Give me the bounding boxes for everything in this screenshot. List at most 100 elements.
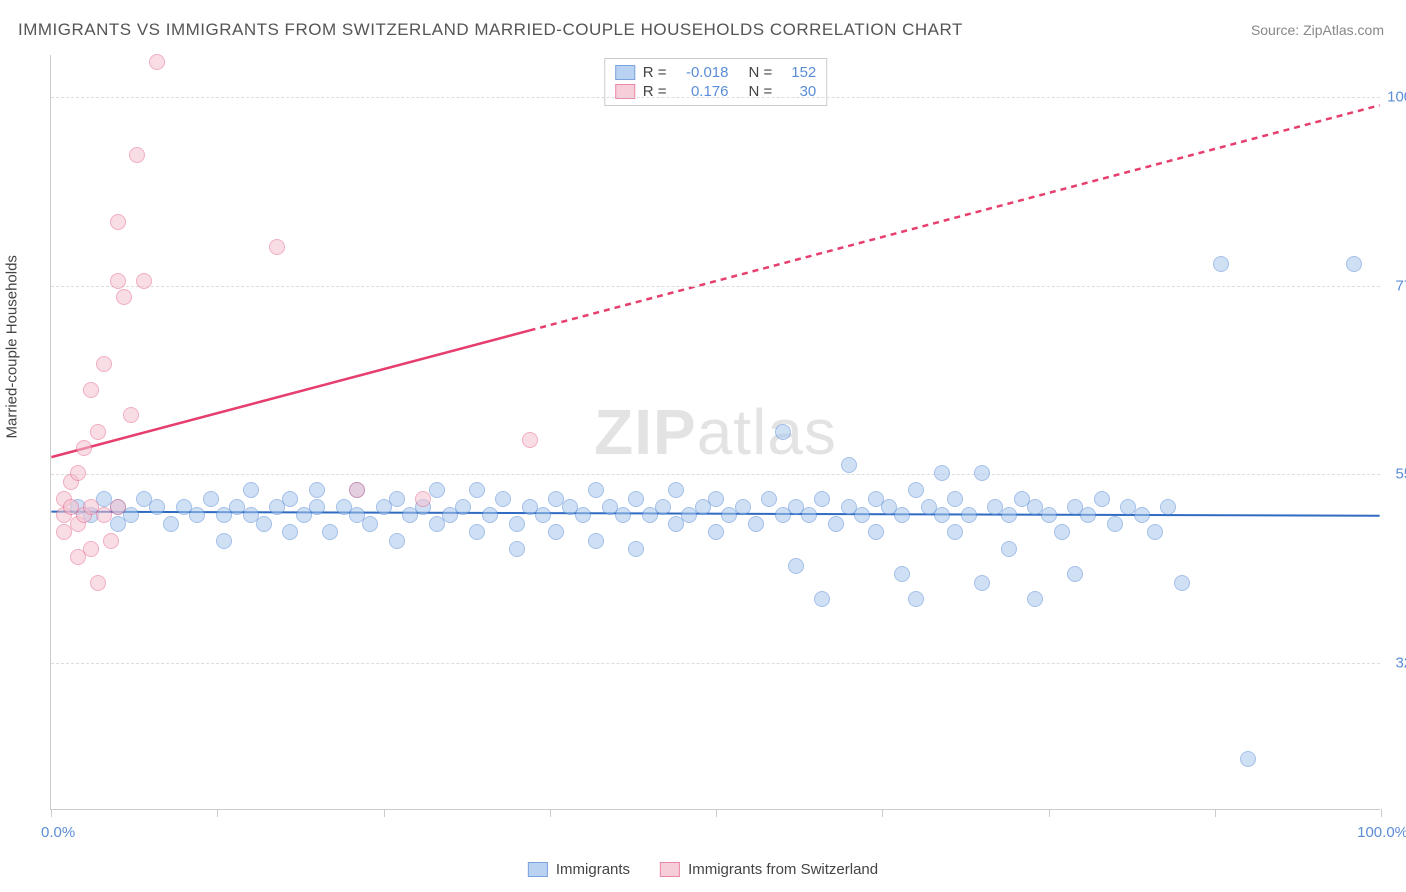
scatter-point	[123, 407, 139, 423]
scatter-point	[455, 499, 471, 515]
scatter-point	[1041, 507, 1057, 523]
scatter-point	[908, 482, 924, 498]
scatter-point	[1107, 516, 1123, 532]
scatter-point	[309, 499, 325, 515]
scatter-point	[103, 533, 119, 549]
scatter-point	[974, 575, 990, 591]
scatter-point	[282, 491, 298, 507]
scatter-point	[469, 482, 485, 498]
scatter-point	[1094, 491, 1110, 507]
scatter-point	[748, 516, 764, 532]
scatter-point	[149, 54, 165, 70]
scatter-point	[96, 356, 112, 372]
scatter-point	[309, 482, 325, 498]
scatter-point	[110, 214, 126, 230]
scatter-point	[482, 507, 498, 523]
n-label: N =	[749, 64, 773, 81]
scatter-point	[588, 533, 604, 549]
scatter-point	[389, 491, 405, 507]
scatter-point	[908, 591, 924, 607]
legend-stats-row: R =0.176N =30	[615, 82, 817, 101]
scatter-point	[1001, 541, 1017, 557]
xtick-label: 100.0%	[1357, 824, 1406, 841]
chart-title: IMMIGRANTS VS IMMIGRANTS FROM SWITZERLAN…	[18, 20, 963, 40]
scatter-point	[575, 507, 591, 523]
scatter-point	[116, 289, 132, 305]
gridline	[51, 474, 1380, 475]
legend-swatch	[660, 862, 680, 877]
xtick	[550, 809, 551, 817]
scatter-point	[535, 507, 551, 523]
scatter-point	[1027, 591, 1043, 607]
y-axis-label: Married-couple Households	[4, 255, 21, 438]
xtick-label: 0.0%	[41, 824, 75, 841]
scatter-point	[1213, 256, 1229, 272]
scatter-point	[90, 575, 106, 591]
scatter-point	[123, 507, 139, 523]
scatter-point	[495, 491, 511, 507]
xtick	[1215, 809, 1216, 817]
scatter-point	[1080, 507, 1096, 523]
scatter-point	[269, 239, 285, 255]
watermark-bold: ZIP	[594, 396, 697, 468]
scatter-point	[934, 465, 950, 481]
scatter-point	[628, 491, 644, 507]
scatter-point	[282, 524, 298, 540]
scatter-point	[841, 457, 857, 473]
ytick-label: 32.5%	[1395, 655, 1406, 672]
watermark: ZIPatlas	[594, 395, 837, 469]
scatter-point	[110, 499, 126, 515]
scatter-point	[628, 541, 644, 557]
scatter-point	[349, 482, 365, 498]
xtick	[51, 809, 52, 817]
scatter-point	[110, 273, 126, 289]
scatter-point	[469, 524, 485, 540]
legend-stats: R =-0.018N =152R =0.176N =30	[604, 58, 828, 106]
scatter-point	[668, 482, 684, 498]
xtick	[1381, 809, 1382, 817]
legend-item: Immigrants	[528, 861, 630, 878]
scatter-point	[83, 382, 99, 398]
scatter-point	[854, 507, 870, 523]
gridline	[51, 286, 1380, 287]
xtick	[1049, 809, 1050, 817]
scatter-point	[961, 507, 977, 523]
scatter-point	[828, 516, 844, 532]
scatter-point	[1067, 566, 1083, 582]
plot-area: ZIPatlas R =-0.018N =152R =0.176N =30 32…	[50, 55, 1380, 810]
scatter-point	[947, 524, 963, 540]
scatter-point	[655, 499, 671, 515]
scatter-point	[1001, 507, 1017, 523]
scatter-point	[149, 499, 165, 515]
scatter-point	[894, 566, 910, 582]
scatter-point	[216, 533, 232, 549]
legend-label: Immigrants	[556, 861, 630, 878]
gridline	[51, 663, 1380, 664]
scatter-point	[1147, 524, 1163, 540]
scatter-point	[415, 491, 431, 507]
scatter-point	[129, 147, 145, 163]
scatter-point	[203, 491, 219, 507]
scatter-point	[788, 558, 804, 574]
legend-swatch	[528, 862, 548, 877]
scatter-point	[814, 591, 830, 607]
scatter-point	[894, 507, 910, 523]
scatter-point	[90, 424, 106, 440]
xtick	[882, 809, 883, 817]
scatter-point	[189, 507, 205, 523]
legend-series: Immigrants Immigrants from Switzerland	[528, 861, 878, 878]
scatter-point	[243, 482, 259, 498]
scatter-point	[76, 440, 92, 456]
scatter-point	[761, 491, 777, 507]
ytick-label: 100.0%	[1387, 88, 1406, 105]
r-value: -0.018	[675, 64, 729, 81]
scatter-point	[814, 491, 830, 507]
n-value: 152	[780, 64, 816, 81]
scatter-point	[1346, 256, 1362, 272]
scatter-point	[1160, 499, 1176, 515]
regression-lines	[51, 55, 1380, 809]
scatter-point	[389, 533, 405, 549]
legend-item: Immigrants from Switzerland	[660, 861, 878, 878]
scatter-point	[801, 507, 817, 523]
source-label: Source: ZipAtlas.com	[1251, 22, 1384, 38]
